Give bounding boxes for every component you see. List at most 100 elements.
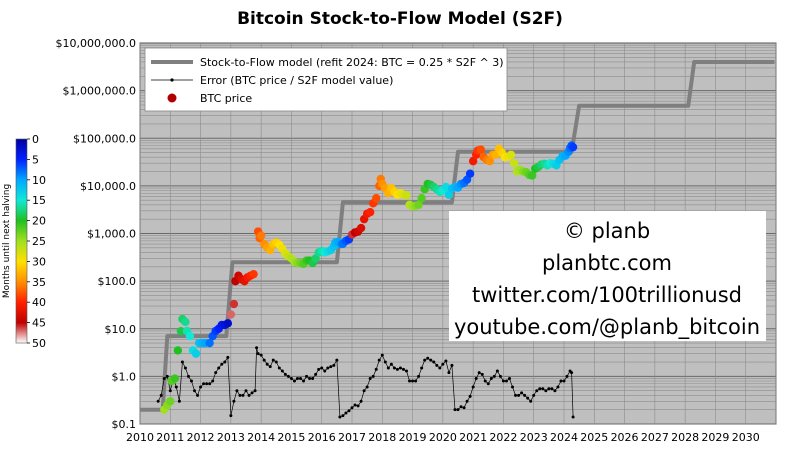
btc-price-point bbox=[402, 191, 411, 200]
error-point bbox=[414, 379, 418, 383]
error-point bbox=[565, 374, 569, 378]
btc-price-point bbox=[444, 190, 454, 199]
error-point bbox=[441, 362, 445, 366]
error-point bbox=[517, 393, 521, 397]
btc-price-point bbox=[166, 397, 175, 406]
error-point bbox=[447, 371, 451, 375]
x-tick-label: 2010 bbox=[126, 431, 154, 444]
x-tick-label: 2013 bbox=[217, 431, 245, 444]
error-point bbox=[229, 414, 233, 418]
btc-price-point bbox=[372, 194, 381, 203]
error-point bbox=[401, 367, 405, 371]
error-point bbox=[341, 414, 345, 418]
error-point bbox=[411, 379, 415, 383]
x-tick-label: 2029 bbox=[701, 431, 729, 444]
colorbar-tick-label: 35 bbox=[32, 276, 46, 289]
error-point bbox=[514, 393, 518, 397]
error-point bbox=[250, 391, 254, 395]
error-point bbox=[538, 387, 542, 391]
error-point bbox=[255, 346, 259, 350]
error-point bbox=[205, 382, 209, 386]
colorbar-ticks: 0 5 10 15 20 25 30 35 40 45 50 bbox=[27, 133, 46, 350]
error-point bbox=[350, 406, 354, 410]
axes: $0.1 $1.0 $10.0 $100.0 $1,000.0 $10,000.0 $100… bbox=[56, 37, 760, 444]
colorbar-tick-label: 30 bbox=[32, 255, 46, 268]
error-point bbox=[168, 389, 172, 393]
error-point bbox=[262, 358, 266, 362]
error-point bbox=[265, 362, 269, 366]
btc-price-point bbox=[249, 269, 258, 279]
x-tick-label: 2027 bbox=[641, 431, 669, 444]
error-point bbox=[359, 399, 363, 403]
error-point bbox=[495, 369, 499, 373]
btc-price-point bbox=[468, 156, 478, 166]
error-point bbox=[459, 405, 463, 409]
error-point bbox=[450, 363, 454, 367]
error-point bbox=[371, 374, 375, 378]
error-point bbox=[323, 369, 327, 373]
x-tick-label: 2026 bbox=[611, 431, 639, 444]
error-point bbox=[353, 403, 357, 407]
error-point bbox=[507, 377, 511, 381]
colorbar-tick-label: 25 bbox=[32, 235, 46, 248]
error-point bbox=[232, 399, 236, 403]
error-point bbox=[189, 379, 193, 383]
error-point bbox=[520, 391, 524, 395]
btc-price-point bbox=[170, 374, 180, 383]
error-point bbox=[432, 360, 436, 364]
error-point bbox=[386, 366, 390, 370]
series-s2f-model-line bbox=[140, 60, 775, 412]
error-point bbox=[332, 363, 336, 367]
error-point bbox=[280, 369, 284, 373]
error-point bbox=[435, 363, 439, 367]
error-point bbox=[302, 379, 306, 383]
btc-price-point bbox=[223, 319, 233, 328]
y-tick-label: $10,000,000.0 bbox=[56, 37, 136, 50]
btc-price-point bbox=[506, 150, 516, 159]
error-point bbox=[289, 377, 293, 381]
x-tick-label: 2011 bbox=[156, 431, 184, 444]
error-point bbox=[571, 415, 575, 419]
error-point bbox=[395, 367, 399, 371]
error-point bbox=[177, 399, 181, 403]
error-point bbox=[183, 366, 187, 370]
error-point bbox=[326, 366, 330, 370]
error-point bbox=[529, 399, 533, 403]
error-point bbox=[211, 379, 215, 383]
error-point bbox=[186, 374, 190, 378]
error-point bbox=[247, 393, 251, 397]
x-tick-label: 2012 bbox=[187, 431, 215, 444]
error-point bbox=[356, 404, 360, 408]
error-point bbox=[365, 385, 369, 389]
legend-model-label: Stock-to-Flow model (refit 2024: BTC = 0… bbox=[200, 56, 504, 69]
btc-price-point bbox=[176, 326, 186, 336]
error-point bbox=[253, 389, 257, 393]
error-point bbox=[314, 372, 318, 376]
x-tick-label: 2015 bbox=[277, 431, 305, 444]
error-point bbox=[156, 399, 160, 403]
error-point bbox=[193, 389, 197, 393]
error-point bbox=[501, 379, 505, 383]
x-tick-label: 2021 bbox=[459, 431, 487, 444]
error-point bbox=[417, 374, 421, 378]
error-point bbox=[423, 358, 427, 362]
x-tick-label: 2028 bbox=[671, 431, 699, 444]
x-tick-label: 2022 bbox=[489, 431, 517, 444]
colorbar-label: Months until next halving bbox=[2, 184, 12, 298]
error-point bbox=[471, 385, 475, 389]
error-point bbox=[392, 366, 396, 370]
error-point bbox=[344, 411, 348, 415]
error-point bbox=[420, 366, 424, 370]
watermark-site: planbtc.com bbox=[542, 251, 672, 275]
x-tick-label: 2018 bbox=[368, 431, 396, 444]
btc-price-point bbox=[226, 310, 236, 319]
error-point bbox=[444, 359, 448, 363]
x-tick-label: 2030 bbox=[732, 431, 760, 444]
error-point bbox=[299, 377, 303, 381]
x-tick-label: 2017 bbox=[338, 431, 366, 444]
error-point bbox=[223, 360, 227, 364]
error-point bbox=[259, 353, 263, 357]
error-point bbox=[277, 366, 281, 370]
error-point bbox=[532, 393, 536, 397]
